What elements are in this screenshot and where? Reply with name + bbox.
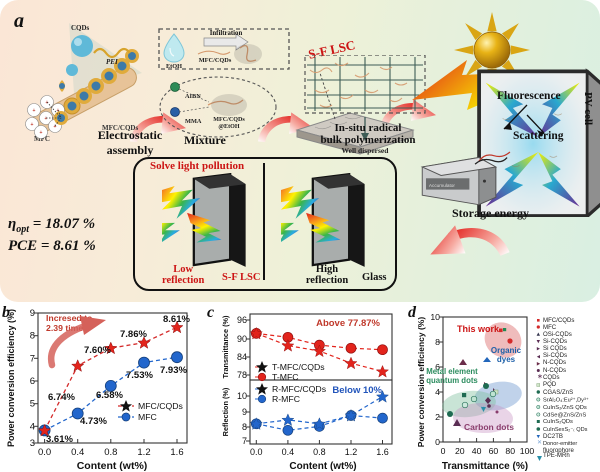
svg-text:Carbon dots: Carbon dots [464, 422, 514, 432]
svg-text:N-CQDs: N-CQDs [543, 367, 566, 374]
svg-text:CdSe@ZnS/ZnS: CdSe@ZnS/ZnS [543, 412, 586, 418]
svg-text:N-CQDs: N-CQDs [543, 359, 566, 366]
svg-text:MFC/CQDs: MFC/CQDs [543, 317, 574, 324]
svg-text:10: 10 [430, 312, 440, 322]
svg-text:MFC/CQDs: MFC/CQDs [102, 124, 138, 132]
svg-text:+: + [45, 116, 48, 122]
svg-text:Donor-emitter: Donor-emitter [543, 441, 577, 447]
svg-text:CGAS/ZnS: CGAS/ZnS [543, 389, 573, 396]
svg-text:60: 60 [489, 446, 499, 456]
svg-text:Organic: Organic [491, 346, 522, 355]
svg-text:SrAl₂O₄:Eu²⁺,Dy³⁺: SrAl₂O₄:Eu²⁺,Dy³⁺ [543, 396, 589, 403]
svg-text:+: + [40, 130, 43, 136]
svg-text:Power conversion efficiency (%: Power conversion efficiency (%) [416, 317, 426, 448]
svg-text:CuInS₂QDs: CuInS₂QDs [543, 419, 573, 425]
svg-text:+: + [31, 122, 34, 128]
svg-text:Si-CQDs: Si-CQDs [543, 352, 567, 359]
svg-text:+: + [33, 108, 36, 114]
svg-text:+: + [54, 124, 57, 130]
svg-text:40: 40 [472, 446, 482, 456]
svg-text:PEI: PEI [106, 58, 118, 66]
svg-text:Si-CQDs: Si-CQDs [543, 338, 567, 345]
svg-text:Transmittance (%): Transmittance (%) [442, 461, 528, 472]
svg-text:CQDs: CQDs [543, 374, 560, 381]
svg-text:This work: This work [457, 324, 500, 334]
svg-text:Metal element: Metal element [426, 367, 478, 376]
svg-text:0: 0 [441, 446, 446, 456]
svg-text:100: 100 [520, 446, 535, 456]
svg-text:OSi-CQDs: OSi-CQDs [543, 331, 572, 338]
svg-text:20: 20 [455, 446, 465, 456]
svg-text:✕: ✕ [537, 439, 542, 446]
svg-text:PQD: PQD [543, 381, 557, 388]
svg-text:CQDs: CQDs [71, 24, 90, 32]
svg-text:MFC: MFC [543, 324, 557, 331]
svg-text:∗: ∗ [537, 373, 543, 380]
svg-text:CuInS₂/ZnS QDs: CuInS₂/ZnS QDs [543, 405, 587, 411]
svg-text:DC2TB: DC2TB [543, 433, 563, 440]
svg-text:dyes: dyes [497, 355, 516, 364]
svg-text:quantum dots: quantum dots [426, 376, 478, 385]
svg-text:80: 80 [505, 446, 515, 456]
svg-text:Si CQDs: Si CQDs [543, 345, 567, 352]
